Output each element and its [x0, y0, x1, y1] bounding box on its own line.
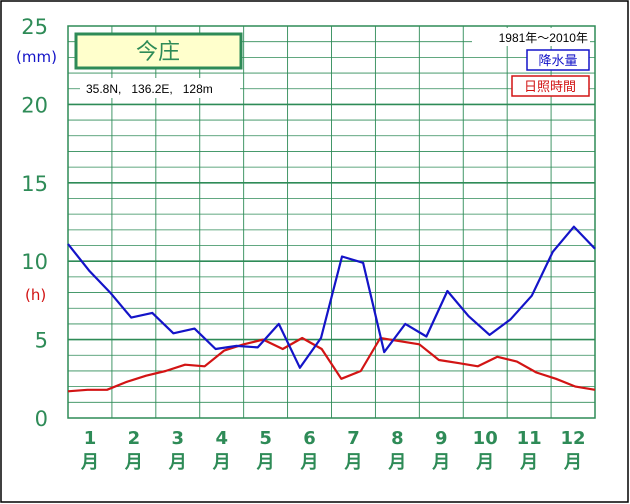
precip-unit-label: (mm)	[16, 48, 57, 66]
x-tick-label-number: 12	[561, 428, 586, 449]
x-tick-label-unit: 月	[563, 452, 582, 473]
legend-precip-box	[526, 49, 590, 71]
x-tick-label-number: 3	[172, 428, 185, 449]
x-tick-label-number: 8	[391, 428, 404, 449]
x-tick-label-number: 9	[435, 428, 448, 449]
x-tick-label-number: 5	[259, 428, 272, 449]
x-tick-label-unit: 月	[80, 452, 99, 473]
plot-frame	[67, 25, 596, 419]
location-bg	[80, 78, 240, 98]
y-tick-label: 5	[35, 329, 48, 353]
x-tick-label-number: 11	[517, 428, 542, 449]
station-title-box	[74, 32, 243, 70]
legend-sunshine-box	[511, 75, 590, 97]
x-tick-label-unit: 月	[475, 452, 494, 473]
station-name: 今庄	[136, 40, 180, 65]
station-location: 35.8N, 136.2E, 128m	[86, 82, 213, 96]
sunshine-unit-label: (h)	[25, 286, 46, 304]
x-tick-label-unit: 月	[256, 452, 275, 473]
legend-precip-label: 降水量	[538, 54, 577, 69]
x-tick-label-unit: 月	[212, 452, 231, 473]
y-tick-label: 25	[21, 15, 48, 39]
y-tick-label: 20	[21, 93, 48, 117]
x-tick-label-unit: 月	[168, 452, 187, 473]
x-axis-ticks: 1 月 2 月 3 月 4 月 5 月 6 月 7 月 8 月 9 月 10 月 11 月 12 月	[80, 428, 586, 473]
series-line-precip	[67, 225, 596, 369]
x-tick-label-unit: 月	[387, 452, 406, 473]
y-tick-label: 0	[35, 407, 48, 431]
x-tick-label-number: 7	[347, 428, 360, 449]
x-tick-label-unit: 月	[343, 452, 362, 473]
x-tick-label-unit: 月	[124, 452, 143, 473]
y-tick-label: 10	[21, 250, 48, 274]
x-tick-label-number: 6	[303, 428, 316, 449]
y-tick-label: 15	[21, 172, 48, 196]
x-tick-label-number: 10	[473, 428, 498, 449]
y-axis-ticks: 0 5 10 15 20 25	[21, 15, 48, 431]
x-tick-label-number: 4	[215, 428, 228, 449]
period-bg	[472, 28, 590, 46]
x-tick-label-unit: 月	[431, 452, 450, 473]
x-tick-label-unit: 月	[300, 452, 319, 473]
x-tick-label-number: 2	[128, 428, 141, 449]
period-label: 1981年〜2010年	[499, 31, 588, 45]
x-tick-label-unit: 月	[519, 452, 538, 473]
series-line-sunshine	[67, 336, 596, 393]
x-tick-label-number: 1	[84, 428, 97, 449]
legend-sunshine-label: 日照時間	[524, 80, 576, 95]
